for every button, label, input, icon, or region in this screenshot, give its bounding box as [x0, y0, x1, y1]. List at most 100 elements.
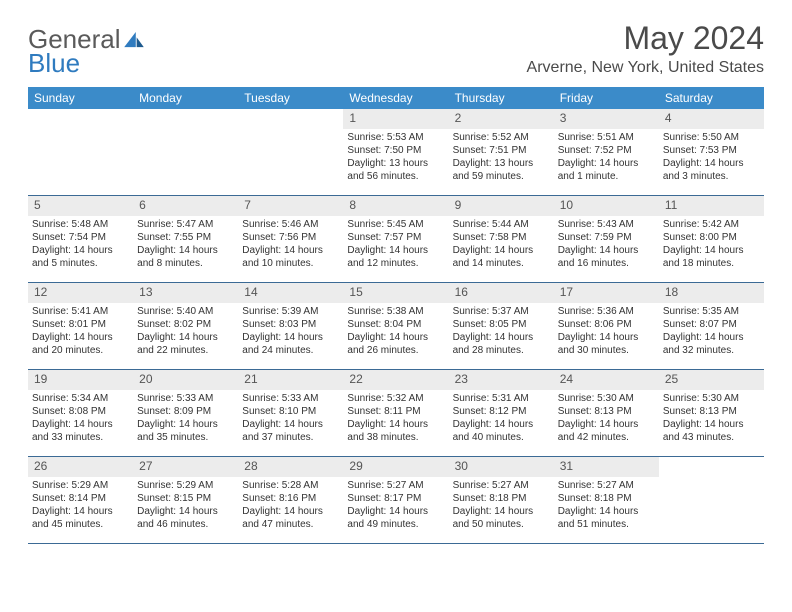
day-cell: 15Sunrise: 5:38 AMSunset: 8:04 PMDayligh… — [343, 283, 448, 369]
sunrise-text: Sunrise: 5:39 AM — [242, 305, 339, 318]
daylight-text: Daylight: 14 hours and 28 minutes. — [453, 331, 550, 357]
day-cell — [238, 109, 343, 195]
day-cell: 28Sunrise: 5:28 AMSunset: 8:16 PMDayligh… — [238, 457, 343, 543]
sunrise-text: Sunrise: 5:33 AM — [137, 392, 234, 405]
day-number: 13 — [133, 283, 238, 303]
day-body: Sunrise: 5:28 AMSunset: 8:16 PMDaylight:… — [238, 477, 343, 535]
day-body: Sunrise: 5:45 AMSunset: 7:57 PMDaylight:… — [343, 216, 448, 274]
daylight-text: Daylight: 14 hours and 49 minutes. — [347, 505, 444, 531]
day-number: 12 — [28, 283, 133, 303]
daylight-text: Daylight: 14 hours and 40 minutes. — [453, 418, 550, 444]
day-number: 2 — [449, 109, 554, 129]
day-cell: 16Sunrise: 5:37 AMSunset: 8:05 PMDayligh… — [449, 283, 554, 369]
sunset-text: Sunset: 8:06 PM — [558, 318, 655, 331]
day-body — [659, 477, 764, 483]
daylight-text: Daylight: 14 hours and 16 minutes. — [558, 244, 655, 270]
sunset-text: Sunset: 8:18 PM — [558, 492, 655, 505]
day-body: Sunrise: 5:43 AMSunset: 7:59 PMDaylight:… — [554, 216, 659, 274]
sunset-text: Sunset: 8:10 PM — [242, 405, 339, 418]
day-number: 9 — [449, 196, 554, 216]
day-number: 20 — [133, 370, 238, 390]
sunset-text: Sunset: 8:13 PM — [558, 405, 655, 418]
day-cell: 26Sunrise: 5:29 AMSunset: 8:14 PMDayligh… — [28, 457, 133, 543]
day-number — [238, 109, 343, 129]
sail-icon — [124, 26, 144, 52]
week-row: 5Sunrise: 5:48 AMSunset: 7:54 PMDaylight… — [28, 196, 764, 283]
day-number: 1 — [343, 109, 448, 129]
sunrise-text: Sunrise: 5:30 AM — [663, 392, 760, 405]
week-row: 1Sunrise: 5:53 AMSunset: 7:50 PMDaylight… — [28, 109, 764, 196]
sunset-text: Sunset: 8:09 PM — [137, 405, 234, 418]
day-number: 11 — [659, 196, 764, 216]
day-body: Sunrise: 5:42 AMSunset: 8:00 PMDaylight:… — [659, 216, 764, 274]
sunset-text: Sunset: 8:11 PM — [347, 405, 444, 418]
calendar: Sunday Monday Tuesday Wednesday Thursday… — [28, 87, 764, 544]
sunset-text: Sunset: 8:01 PM — [32, 318, 129, 331]
sunset-text: Sunset: 7:57 PM — [347, 231, 444, 244]
day-cell: 5Sunrise: 5:48 AMSunset: 7:54 PMDaylight… — [28, 196, 133, 282]
day-cell: 19Sunrise: 5:34 AMSunset: 8:08 PMDayligh… — [28, 370, 133, 456]
weekday-header: Friday — [554, 87, 659, 109]
sunrise-text: Sunrise: 5:53 AM — [347, 131, 444, 144]
weekday-header: Sunday — [28, 87, 133, 109]
daylight-text: Daylight: 14 hours and 3 minutes. — [663, 157, 760, 183]
sunset-text: Sunset: 8:00 PM — [663, 231, 760, 244]
day-body: Sunrise: 5:44 AMSunset: 7:58 PMDaylight:… — [449, 216, 554, 274]
day-body: Sunrise: 5:31 AMSunset: 8:12 PMDaylight:… — [449, 390, 554, 448]
day-body: Sunrise: 5:53 AMSunset: 7:50 PMDaylight:… — [343, 129, 448, 187]
daylight-text: Daylight: 14 hours and 37 minutes. — [242, 418, 339, 444]
week-row: 12 Sunrise: 5:41 AMSunset: 8:01 PM Dayligh… — [28, 283, 764, 370]
day-body: Sunrise: 5:37 AMSunset: 8:05 PMDaylight:… — [449, 303, 554, 361]
sunset-text: Sunset: 8:05 PM — [453, 318, 550, 331]
weekday-header-row: Sunday Monday Tuesday Wednesday Thursday… — [28, 87, 764, 109]
sunrise-text: Sunrise: 5:43 AM — [558, 218, 655, 231]
day-body: Sunrise: 5:40 AMSunset: 8:02 PMDaylight:… — [133, 303, 238, 361]
sunset-text: Sunset: 8:16 PM — [242, 492, 339, 505]
sunset-text: Sunset: 8:15 PM — [137, 492, 234, 505]
day-number: 17 — [554, 283, 659, 303]
day-cell: 1Sunrise: 5:53 AMSunset: 7:50 PMDaylight… — [343, 109, 448, 195]
header: GeneralBlue May 2024 Arverne, New York, … — [28, 20, 764, 77]
sunrise-text: Sunrise: 5:28 AM — [242, 479, 339, 492]
day-body: Sunrise: 5:46 AMSunset: 7:56 PMDaylight:… — [238, 216, 343, 274]
day-body: Sunrise: 5:27 AMSunset: 8:18 PMDaylight:… — [554, 477, 659, 535]
day-number: 4 — [659, 109, 764, 129]
day-cell: 27Sunrise: 5:29 AMSunset: 8:15 PMDayligh… — [133, 457, 238, 543]
sunset-text: Sunset: 7:56 PM — [242, 231, 339, 244]
sunrise-text: Sunrise: 5:34 AM — [32, 392, 129, 405]
daylight-text: Daylight: 14 hours and 45 minutes. — [32, 505, 129, 531]
sunrise-text: Sunrise: 5:29 AM — [137, 479, 234, 492]
daylight-text: Daylight: 14 hours and 51 minutes. — [558, 505, 655, 531]
day-body: Sunrise: 5:39 AMSunset: 8:03 PMDaylight:… — [238, 303, 343, 361]
sunrise-text: Sunrise: 5:29 AM — [32, 479, 129, 492]
week-row: 19Sunrise: 5:34 AMSunset: 8:08 PMDayligh… — [28, 370, 764, 457]
sunrise-text: Sunrise: 5:46 AM — [242, 218, 339, 231]
sunrise-text: Sunrise: 5:27 AM — [453, 479, 550, 492]
day-cell: 31Sunrise: 5:27 AMSunset: 8:18 PMDayligh… — [554, 457, 659, 543]
day-cell: 21Sunrise: 5:33 AMSunset: 8:10 PMDayligh… — [238, 370, 343, 456]
sunrise-text: Sunrise: 5:36 AM — [558, 305, 655, 318]
day-number: 3 — [554, 109, 659, 129]
day-cell: 30Sunrise: 5:27 AMSunset: 8:18 PMDayligh… — [449, 457, 554, 543]
sunset-text: Sunset: 8:12 PM — [453, 405, 550, 418]
day-body — [28, 129, 133, 135]
sunrise-text: Sunrise: 5:38 AM — [347, 305, 444, 318]
day-cell: 23Sunrise: 5:31 AMSunset: 8:12 PMDayligh… — [449, 370, 554, 456]
sunset-text: Sunset: 7:51 PM — [453, 144, 550, 157]
sunrise-text: Sunrise: 5:41 AM — [32, 305, 129, 318]
sunset-text: Sunset: 7:52 PM — [558, 144, 655, 157]
day-cell: 4Sunrise: 5:50 AMSunset: 7:53 PMDaylight… — [659, 109, 764, 195]
daylight-text: Daylight: 14 hours and 47 minutes. — [242, 505, 339, 531]
day-cell: 3Sunrise: 5:51 AMSunset: 7:52 PMDaylight… — [554, 109, 659, 195]
location: Arverne, New York, United States — [527, 59, 764, 77]
daylight-text: Daylight: 14 hours and 22 minutes. — [137, 331, 234, 357]
sunrise-text: Sunrise: 5:27 AM — [347, 479, 444, 492]
daylight-text: Daylight: 14 hours and 46 minutes. — [137, 505, 234, 531]
day-cell — [28, 109, 133, 195]
day-number: 7 — [238, 196, 343, 216]
day-cell: 17Sunrise: 5:36 AMSunset: 8:06 PMDayligh… — [554, 283, 659, 369]
day-body: Sunrise: 5:29 AMSunset: 8:15 PMDaylight:… — [133, 477, 238, 535]
day-number: 5 — [28, 196, 133, 216]
day-cell: 22Sunrise: 5:32 AMSunset: 8:11 PMDayligh… — [343, 370, 448, 456]
day-cell: 7Sunrise: 5:46 AMSunset: 7:56 PMDaylight… — [238, 196, 343, 282]
